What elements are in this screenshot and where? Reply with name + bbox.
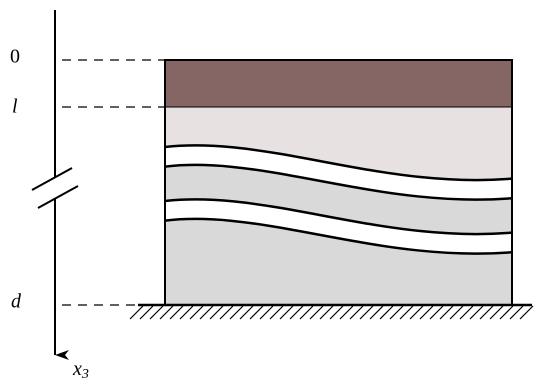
hatch-line: [160, 306, 173, 319]
ground-hatching: [130, 306, 533, 319]
hatch-line: [490, 306, 503, 319]
hatch-line: [320, 306, 333, 319]
level-label: l: [12, 96, 18, 118]
level-label: d: [11, 291, 22, 313]
top-layer: [165, 60, 512, 107]
hatch-line: [410, 306, 423, 319]
hatch-line: [210, 306, 223, 319]
hatch-line: [440, 306, 453, 319]
hatch-line: [350, 306, 363, 319]
hatch-line: [150, 306, 163, 319]
axis-name: x: [72, 358, 82, 380]
hatch-line: [400, 306, 413, 319]
hatch-line: [190, 306, 203, 319]
hatch-line: [240, 306, 253, 319]
hatch-line: [360, 306, 373, 319]
hatch-line: [170, 306, 183, 319]
hatch-line: [470, 306, 483, 319]
axis-subscript: 3: [81, 367, 89, 382]
hatch-line: [200, 306, 213, 319]
hatch-line: [330, 306, 343, 319]
hatch-line: [460, 306, 473, 319]
hatch-line: [450, 306, 463, 319]
hatch-line: [420, 306, 433, 319]
hatch-line: [140, 306, 153, 319]
hatch-line: [300, 306, 313, 319]
hatch-line: [270, 306, 283, 319]
hatch-line: [250, 306, 263, 319]
hatch-line: [510, 306, 523, 319]
hatch-line: [500, 306, 513, 319]
hatch-line: [260, 306, 273, 319]
hatch-line: [430, 306, 443, 319]
hatch-line: [340, 306, 353, 319]
axis-label: x3: [72, 358, 89, 383]
diagram: 0 l d x3: [0, 0, 536, 383]
hatch-line: [180, 306, 193, 319]
hatch-line: [280, 306, 293, 319]
hatch-line: [230, 306, 243, 319]
hatch-line: [130, 306, 143, 319]
level-label: 0: [10, 46, 20, 68]
hatch-line: [220, 306, 233, 319]
hatch-line: [480, 306, 493, 319]
hatch-line: [520, 306, 533, 319]
layers: [150, 60, 527, 305]
hatch-line: [390, 306, 403, 319]
hatch-line: [290, 306, 303, 319]
hatch-line: [380, 306, 393, 319]
hatch-line: [370, 306, 383, 319]
hatch-line: [310, 306, 323, 319]
